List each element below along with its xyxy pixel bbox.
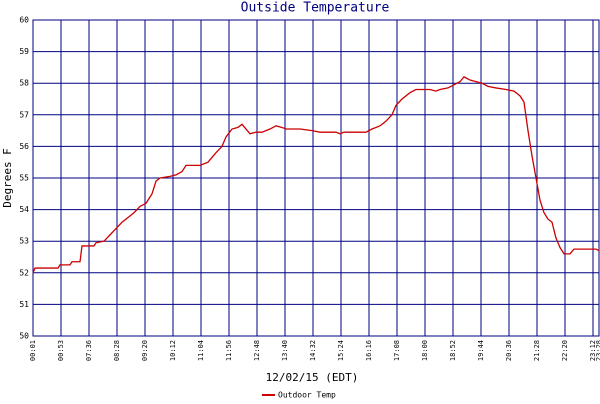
y-tick-label: 59 (19, 47, 29, 56)
x-tick-label: 08:28 (113, 340, 121, 361)
x-tick-label: 13:40 (281, 340, 289, 361)
y-tick-label: 54 (19, 205, 29, 214)
y-tick-label: 56 (19, 142, 29, 151)
x-axis-label: 12/02/15 (EDT) (266, 371, 359, 384)
x-tick-label: 23:12 (589, 340, 597, 361)
x-tick-label: 23:28 (595, 340, 600, 361)
y-tick-label: 51 (19, 300, 29, 309)
x-tick-label: 19:44 (477, 340, 485, 361)
y-tick-label: 60 (19, 16, 29, 25)
y-tick-label: 55 (19, 174, 29, 183)
x-tick-label: 15:24 (337, 340, 345, 361)
y-tick-label: 50 (19, 332, 29, 341)
x-tick-label: 07:36 (85, 340, 93, 361)
x-tick-label: 22:20 (561, 340, 569, 361)
x-tick-label: 16:16 (365, 340, 373, 361)
y-axis-label: Degrees F (1, 148, 14, 208)
x-tick-label: 11:04 (197, 340, 205, 361)
x-tick-label: 20:36 (505, 340, 513, 361)
y-tick-label: 57 (19, 110, 29, 119)
y-tick-label: 58 (19, 79, 29, 88)
x-tick-label: 00:53 (57, 340, 65, 361)
chart-title: Outside Temperature (241, 1, 390, 16)
x-tick-label: 12:48 (253, 340, 261, 361)
x-tick-label: 18:00 (421, 340, 429, 361)
x-tick-label: 17:08 (393, 340, 401, 361)
x-tick-label: 10:12 (169, 340, 177, 361)
y-tick-label: 52 (19, 268, 29, 277)
x-tick-label: 18:52 (449, 340, 457, 361)
legend-label: Outdoor Temp (278, 391, 336, 400)
x-tick-label: 21:28 (533, 340, 541, 361)
x-tick-label: 00:01 (29, 340, 37, 361)
x-tick-label: 14:32 (309, 340, 317, 361)
x-tick-label: 09:20 (141, 340, 149, 361)
x-tick-label: 11:56 (225, 340, 233, 361)
y-tick-label: 53 (19, 237, 29, 246)
data-line (32, 76, 600, 274)
